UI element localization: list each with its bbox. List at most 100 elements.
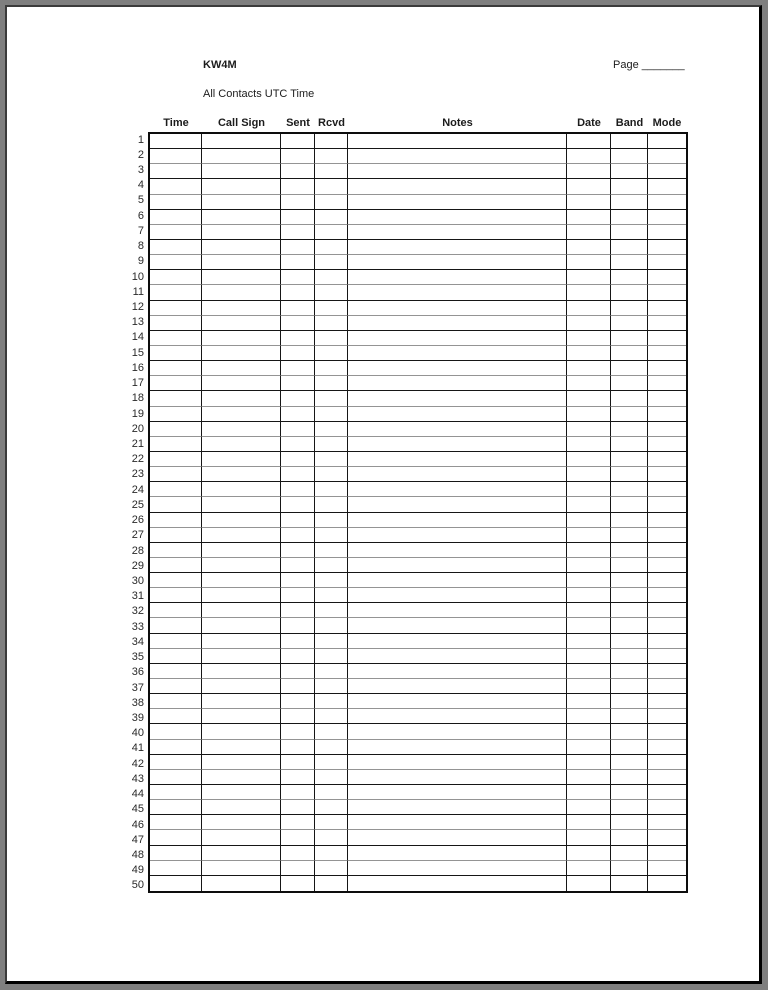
log-cell — [202, 421, 281, 437]
log-cell — [348, 255, 567, 271]
row-number: 24 — [131, 483, 144, 496]
row-number: 27 — [131, 529, 144, 542]
log-cell — [281, 224, 315, 240]
log-cell — [150, 436, 202, 452]
column-header-time: Time — [163, 117, 189, 129]
log-cell — [348, 694, 567, 710]
row-number: 20 — [131, 422, 144, 435]
log-cell — [202, 739, 281, 755]
log-cell — [611, 300, 648, 316]
row-number: 14 — [131, 331, 144, 344]
log-cell — [348, 845, 567, 861]
log-cell — [348, 527, 567, 543]
row-number: 19 — [131, 407, 144, 420]
log-cell — [150, 482, 202, 498]
log-cell — [281, 406, 315, 422]
log-cell — [150, 860, 202, 876]
log-cell — [648, 407, 686, 422]
log-cell — [348, 875, 567, 891]
log-cell — [281, 134, 315, 150]
log-cell — [281, 315, 315, 331]
log-cell — [202, 633, 281, 649]
log-cell — [611, 194, 648, 210]
log-cell — [567, 376, 611, 392]
log-cell — [202, 724, 281, 740]
log-cell — [567, 648, 611, 664]
log-cell — [150, 830, 202, 846]
row-number: 33 — [131, 620, 144, 633]
row-number-column: 1 2 3 4 5 6 7 8 9 10 11 12 13 14 15 16 17 18 19 20 21 22 23 24 2… — [106, 132, 146, 893]
log-cell — [648, 270, 686, 286]
log-cell — [315, 406, 348, 422]
log-cell — [611, 633, 648, 649]
log-cell — [611, 270, 648, 286]
log-cell — [567, 845, 611, 861]
log-cell — [202, 875, 281, 891]
log-cell — [150, 527, 202, 543]
log-cell — [281, 769, 315, 786]
log-cell — [315, 679, 348, 695]
column-header-sent: Sent — [286, 117, 310, 129]
log-cell — [567, 134, 611, 150]
log-cell — [567, 754, 611, 770]
log-cell — [202, 330, 281, 346]
log-cell — [150, 557, 202, 574]
log-cell — [567, 315, 611, 331]
log-cell — [648, 331, 686, 346]
row-number: 13 — [131, 316, 144, 329]
log-cell — [611, 467, 648, 483]
log-cell — [150, 618, 202, 634]
log-cell — [648, 134, 686, 150]
log-cell — [648, 876, 686, 891]
log-cell — [281, 648, 315, 664]
log-cell — [567, 588, 611, 604]
row-number: 8 — [137, 240, 144, 253]
log-cell — [315, 315, 348, 331]
log-cell — [567, 679, 611, 695]
log-cell — [315, 512, 348, 528]
log-cell — [150, 467, 202, 483]
log-cell — [348, 134, 567, 150]
log-cell — [567, 830, 611, 846]
log-cell — [202, 709, 281, 725]
log-cell — [150, 315, 202, 331]
log-cell — [281, 149, 315, 165]
log-cell — [202, 300, 281, 316]
row-number: 36 — [131, 666, 144, 679]
log-cell — [202, 542, 281, 558]
log-cell — [150, 739, 202, 755]
log-cell — [281, 573, 315, 589]
log-cell — [611, 648, 648, 664]
log-cell — [348, 179, 567, 195]
log-cell — [150, 285, 202, 301]
log-cell — [202, 648, 281, 664]
column-header-call-sign: Call Sign — [217, 117, 266, 129]
log-cell — [281, 376, 315, 392]
log-cell — [315, 270, 348, 286]
log-cell — [348, 800, 567, 816]
log-cell — [611, 830, 648, 846]
row-number: 22 — [131, 453, 144, 466]
log-cell — [315, 239, 348, 256]
log-cell — [648, 346, 686, 362]
log-cell — [648, 588, 686, 604]
log-cell — [202, 588, 281, 604]
log-cell — [611, 769, 648, 786]
log-cell — [567, 709, 611, 725]
log-cell — [648, 664, 686, 680]
log-cell — [150, 875, 202, 891]
log-cell — [611, 436, 648, 452]
log-cell — [648, 240, 686, 256]
log-cell — [150, 224, 202, 240]
log-cell — [611, 663, 648, 680]
log-cell — [281, 724, 315, 740]
log-cell — [567, 875, 611, 891]
log-cell — [611, 875, 648, 891]
row-number: 5 — [137, 194, 144, 207]
log-cell — [567, 224, 611, 240]
log-cell — [281, 421, 315, 437]
log-cell — [150, 754, 202, 770]
log-cell — [202, 451, 281, 468]
log-cell — [348, 482, 567, 498]
log-cell — [348, 194, 567, 210]
